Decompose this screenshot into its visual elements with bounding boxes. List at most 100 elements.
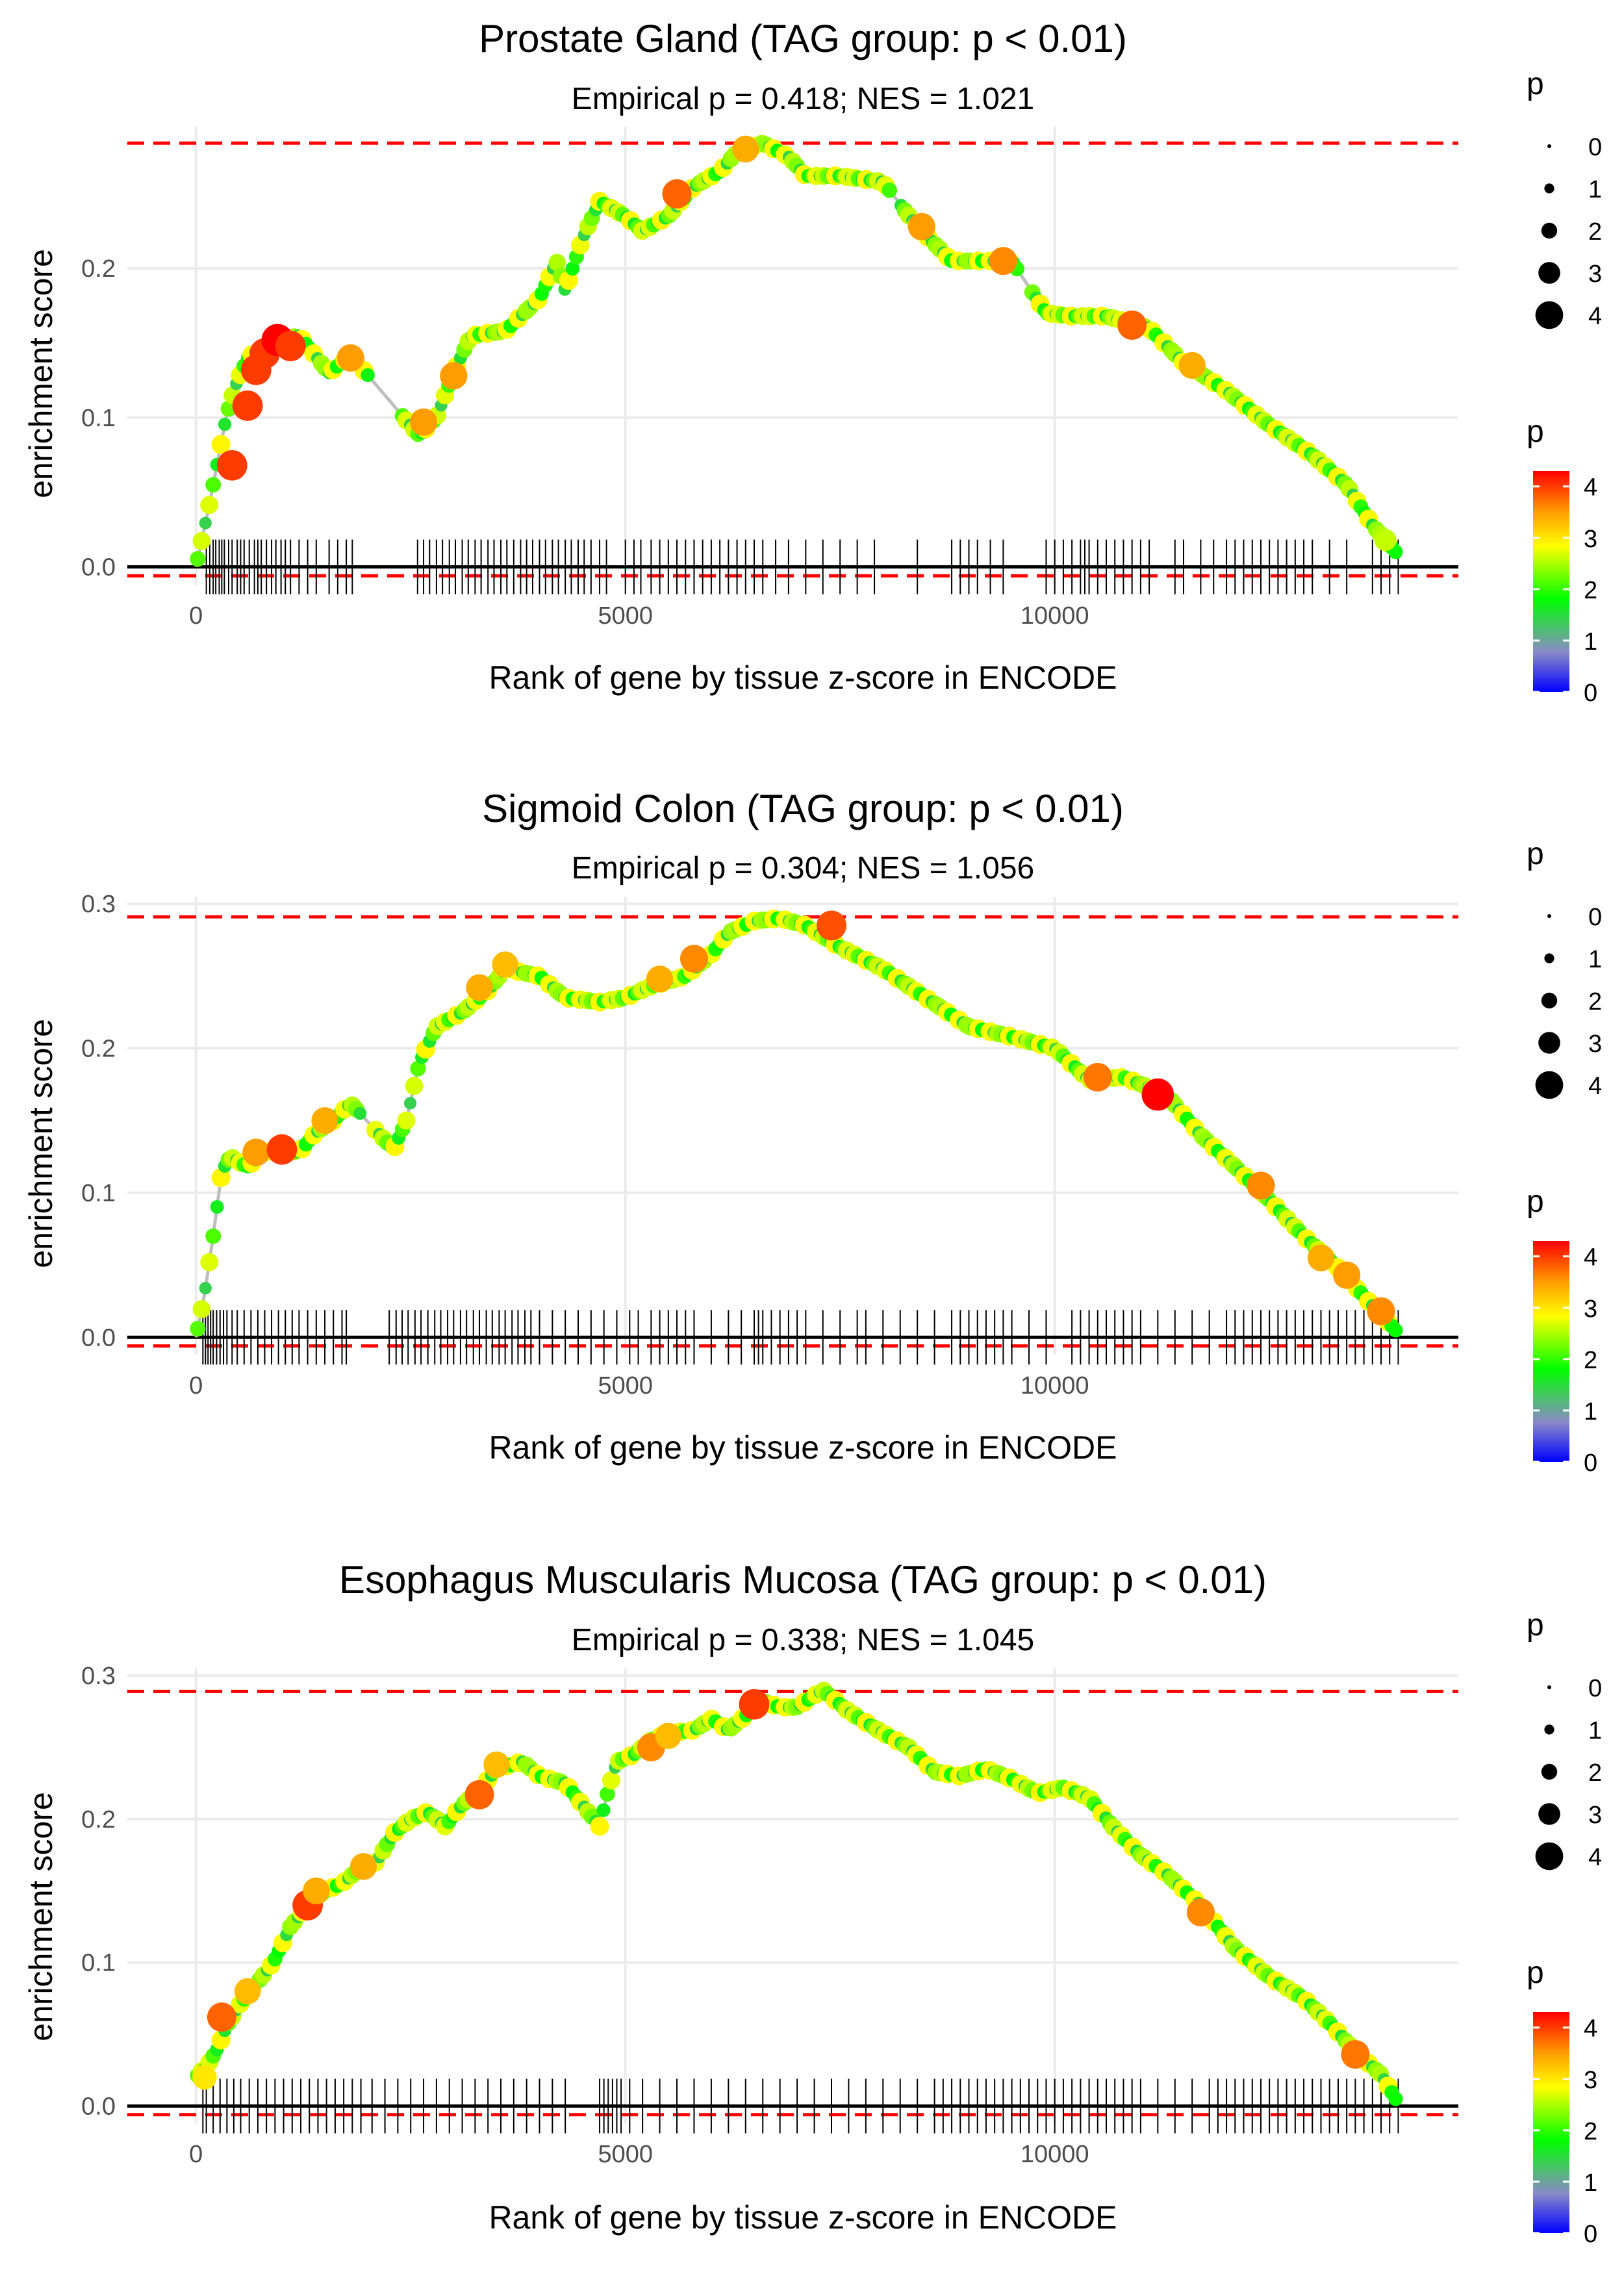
gene-dot <box>403 1097 417 1110</box>
gene-dot-high-p <box>1141 1078 1174 1111</box>
gene-dot <box>211 435 231 454</box>
gene-dot-high-p <box>1333 1261 1361 1289</box>
size-legend-label: 0 <box>1588 904 1602 931</box>
y-tick-label: 0.2 <box>81 1806 116 1833</box>
gene-dot <box>559 271 579 290</box>
size-legend-dot <box>1538 1803 1560 1825</box>
legend-1: p 0 1 2 3 4 p 4 3 2 1 0 <box>1527 67 1602 707</box>
y-tick-label: 0.3 <box>81 1663 116 1690</box>
gene-dot <box>596 1803 611 1817</box>
gene-dot-high-p <box>266 1134 298 1165</box>
x-tick-label: 10000 <box>1021 1372 1089 1399</box>
color-legend-label: 3 <box>1584 526 1597 553</box>
x-tick-label: 5000 <box>598 2141 653 2168</box>
color-legend-label: 3 <box>1584 1296 1597 1323</box>
gene-dot-high-p <box>1178 351 1206 379</box>
gene-dot <box>200 1253 219 1271</box>
x-tick-label: 10000 <box>1021 2141 1089 2168</box>
gene-dot <box>211 1168 231 1188</box>
gene-dot <box>882 183 898 198</box>
size-legend-label: 3 <box>1588 261 1602 288</box>
gene-dot-high-p <box>466 974 493 1001</box>
panel-1-subtitle: Empirical p = 0.418; NES = 1.021 <box>572 82 1034 116</box>
color-legend-label: 1 <box>1584 1398 1597 1425</box>
size-legend-label: 0 <box>1588 1675 1602 1702</box>
gene-dot <box>218 417 232 431</box>
y-tick-label: 0.1 <box>81 1950 116 1977</box>
gene-dot <box>190 551 206 567</box>
size-legend-dot <box>1538 262 1560 284</box>
y-tick-label: 0.2 <box>81 255 116 283</box>
gene-dot <box>210 1200 224 1214</box>
size-legend-label: 2 <box>1588 218 1602 246</box>
size-legend-label: 0 <box>1588 134 1602 161</box>
color-legend-label: 2 <box>1584 2118 1597 2145</box>
gene-dot-high-p <box>464 1780 494 1809</box>
x-tick-label: 0 <box>189 602 203 630</box>
size-legend-dot <box>1538 1032 1560 1054</box>
gene-dot <box>361 368 375 383</box>
panel-3-ylabel: enrichment score <box>23 1792 59 2041</box>
gene-dot-high-p <box>1341 2039 1370 2069</box>
gene-dot <box>192 1300 211 1318</box>
size-legend-label: 4 <box>1588 1844 1602 1871</box>
legend-2: p 0 1 2 3 4 p 4 3 2 1 0 <box>1527 837 1602 1477</box>
panel-1-xlabel: Rank of gene by tissue z-score in ENCODE <box>488 659 1117 696</box>
color-legend-label: 1 <box>1584 2169 1597 2197</box>
color-legend-label: 2 <box>1584 577 1597 604</box>
size-legend-dot <box>1541 1763 1558 1780</box>
panel-2-xlabel: Rank of gene by tissue z-score in ENCODE <box>488 1429 1117 1466</box>
gene-dot <box>190 1320 206 1337</box>
size-legend-dot <box>1544 1724 1554 1735</box>
color-legend-title: p <box>1527 1956 1544 1990</box>
size-legend-dot <box>1541 992 1558 1009</box>
color-legend-label: 2 <box>1584 1347 1597 1374</box>
y-tick-label: 0.3 <box>81 891 116 918</box>
size-legend-label: 1 <box>1588 1717 1602 1744</box>
gene-dot-high-p <box>679 945 709 973</box>
gene-dot <box>602 1771 620 1790</box>
gene-dot-high-p <box>192 2065 217 2090</box>
gene-dot-high-p <box>492 951 518 978</box>
color-legend-title: p <box>1527 415 1544 449</box>
enrichment-curve <box>194 141 1400 567</box>
panel-1-ylabel: enrichment score <box>23 249 59 498</box>
size-legend-dot <box>1547 144 1551 148</box>
panel-2-subtitle: Empirical p = 0.304; NES = 1.056 <box>572 851 1034 886</box>
panel-1: Prostate Gland (TAG group: p < 0.01) Emp… <box>23 17 1458 696</box>
enrichment-curve <box>194 1687 1400 2104</box>
size-legend-label: 1 <box>1588 946 1602 973</box>
gene-dot-high-p <box>216 450 247 481</box>
gene-dot <box>199 1282 212 1295</box>
size-legend-label: 4 <box>1588 1073 1602 1100</box>
gene-dot-high-p <box>234 1978 261 2005</box>
panel-3-title: Esophagus Muscularis Mucosa (TAG group: … <box>339 1558 1267 1602</box>
color-legend-title: p <box>1527 1184 1544 1219</box>
size-legend-label: 4 <box>1588 303 1602 330</box>
size-legend-dot <box>1535 301 1564 329</box>
color-legend-label: 4 <box>1584 474 1597 502</box>
legend-3: p 0 1 2 3 4 p 4 3 2 1 0 <box>1527 1608 1602 2248</box>
size-legend-title: p <box>1527 67 1544 101</box>
gene-dot-high-p <box>1247 1171 1275 1200</box>
panel-1-title: Prostate Gland (TAG group: p < 0.01) <box>479 17 1127 60</box>
gene-dot-high-p <box>662 179 692 209</box>
y-tick-label: 0.1 <box>81 1180 116 1207</box>
gene-dot-high-p <box>232 390 263 421</box>
gene-dot <box>600 1786 615 1802</box>
gene-dot-high-p <box>1117 310 1147 340</box>
gene-dot <box>1388 1323 1403 1338</box>
color-legend-bar <box>1533 471 1569 692</box>
gene-dot-high-p <box>1374 529 1397 552</box>
gene-dot <box>200 496 219 515</box>
gene-dot-high-p <box>207 2002 236 2032</box>
color-legend-label: 3 <box>1584 2067 1597 2094</box>
gene-dot-high-p <box>907 212 935 240</box>
panel-2-ylabel: enrichment score <box>23 1019 59 1268</box>
panel-3-subtitle: Empirical p = 0.338; NES = 1.045 <box>572 1623 1034 1657</box>
gene-dot <box>590 1817 609 1836</box>
gene-dot-high-p <box>440 362 468 390</box>
gene-dot-high-p <box>275 331 306 361</box>
gene-dot-high-p <box>1307 1244 1335 1271</box>
